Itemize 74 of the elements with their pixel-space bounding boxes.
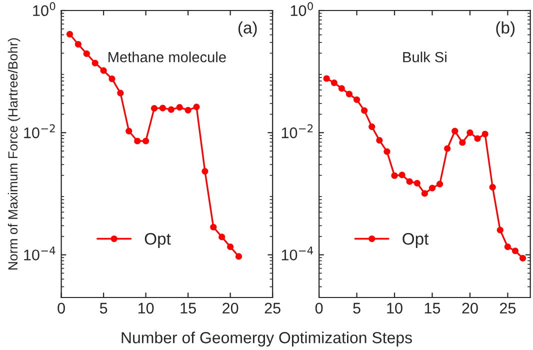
point <box>218 234 226 240</box>
y-tick-label: 10$^{−2}$ <box>24 124 55 138</box>
point <box>512 248 519 254</box>
point <box>74 40 82 48</box>
point <box>421 190 428 197</box>
x-tick-label: 0 <box>58 302 65 314</box>
point <box>210 224 217 230</box>
point <box>193 104 200 110</box>
x-tick-label: 10 <box>138 302 154 314</box>
point <box>235 253 242 260</box>
point <box>66 30 74 38</box>
x-tick-label: 20 <box>462 302 478 314</box>
point <box>428 184 436 192</box>
point <box>168 106 174 113</box>
y-tick-label: 10$^{0}$ <box>290 2 313 16</box>
point <box>100 67 107 74</box>
point <box>452 128 458 134</box>
point <box>83 50 90 58</box>
x-tick-label: 15 <box>424 302 440 314</box>
x-tick-label: 25 <box>500 302 516 314</box>
point <box>150 105 158 112</box>
y-tick-label: 10$^{−2}$ <box>282 124 313 138</box>
annotation: Methane molecule <box>108 52 226 62</box>
annotation: Bulk Si <box>403 52 446 62</box>
point <box>406 178 413 185</box>
y-tick-label: 10$^{0}$ <box>33 2 56 16</box>
point <box>126 128 132 134</box>
point <box>176 104 183 111</box>
y-tick-label: 10$^{−4}$ <box>282 246 314 260</box>
point <box>353 96 360 103</box>
point <box>504 244 511 250</box>
point <box>482 130 488 138</box>
legend-label: Opt <box>144 232 171 248</box>
x-tick-label: 20 <box>222 302 238 314</box>
annotation: (b) <box>496 21 515 37</box>
point <box>391 172 398 179</box>
point <box>376 136 383 144</box>
point <box>466 129 474 136</box>
point <box>227 244 234 250</box>
point <box>92 60 98 66</box>
point <box>323 75 330 82</box>
y-axis-title: Norm of Maximum Force (Hartree/Bohr) <box>8 38 20 270</box>
x-tick-label: 10 <box>387 302 402 314</box>
point <box>142 138 150 144</box>
point <box>159 104 166 112</box>
point <box>519 254 526 262</box>
point <box>444 145 451 152</box>
point <box>496 226 504 234</box>
point <box>184 106 192 114</box>
point <box>436 180 444 188</box>
point <box>361 107 368 114</box>
x-tick-label: 5 <box>353 302 360 314</box>
point <box>108 76 116 82</box>
point <box>338 85 345 92</box>
point <box>384 148 390 155</box>
x-tick-label: 25 <box>264 302 280 314</box>
x-tick-label: 15 <box>180 302 196 314</box>
x-tick-label: 0 <box>315 302 323 314</box>
point <box>414 180 420 186</box>
point <box>489 184 496 190</box>
point <box>398 172 406 178</box>
point <box>346 90 353 98</box>
point <box>474 135 481 142</box>
x-axis-title: Number of Geomergy Optimization Steps <box>122 332 412 346</box>
point <box>368 123 376 130</box>
point <box>134 138 141 144</box>
annotation: (a) <box>238 21 257 37</box>
y-tick-label: 10$^{−4}$ <box>24 246 56 260</box>
point <box>459 139 466 146</box>
point <box>330 80 338 86</box>
legend-label: Opt <box>402 232 429 248</box>
point <box>117 90 124 96</box>
x-tick-label: 5 <box>100 302 108 314</box>
point <box>202 168 208 175</box>
